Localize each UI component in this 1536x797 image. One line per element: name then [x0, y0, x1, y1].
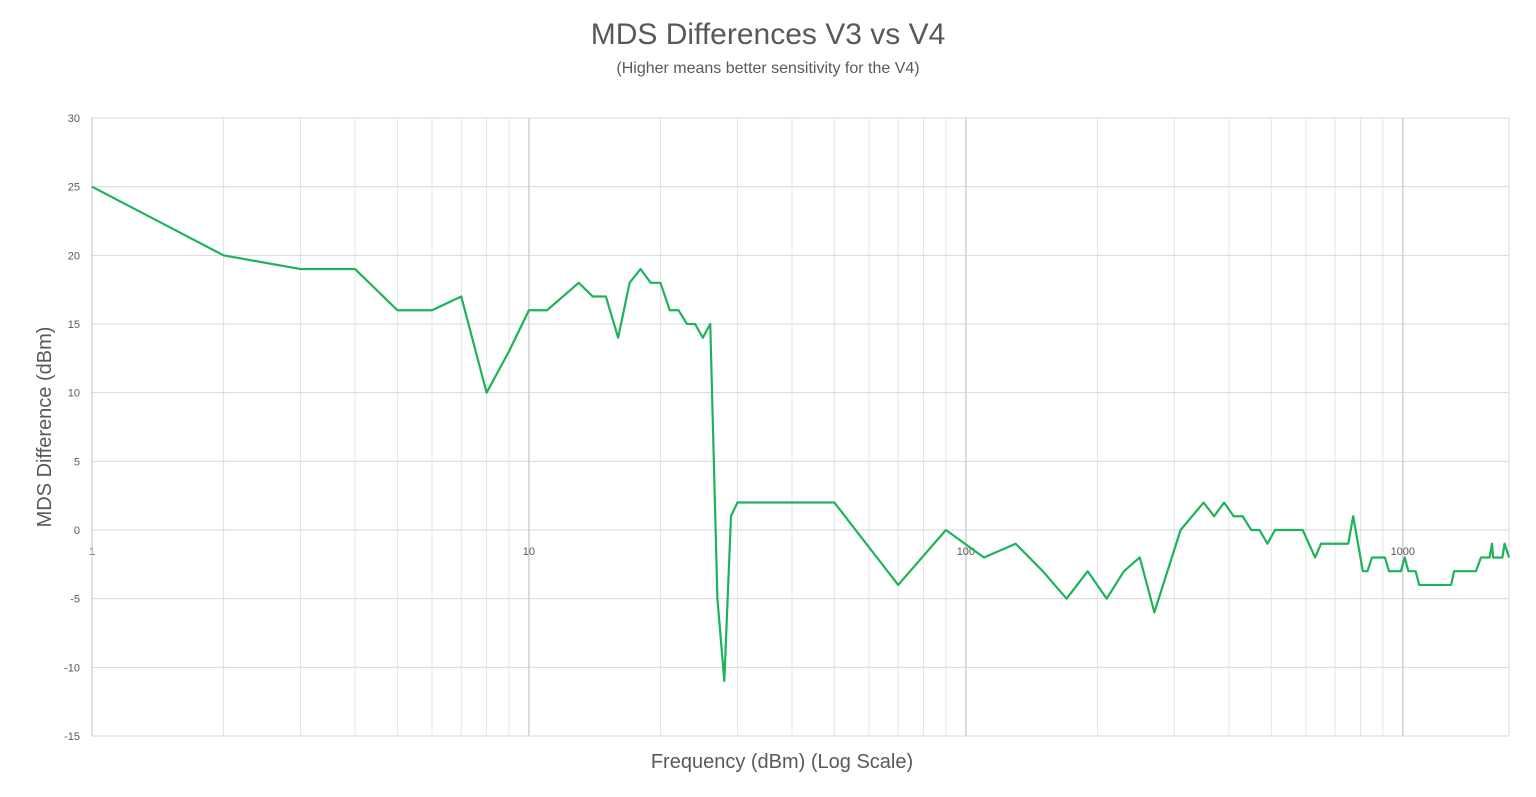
y-tick-label: 5 — [74, 456, 80, 468]
y-tick-label: 25 — [68, 182, 80, 194]
y-tick-label: 20 — [68, 250, 80, 262]
y-axis-label: MDS Difference (dBm) — [34, 327, 56, 528]
y-tick-label: -10 — [64, 662, 80, 674]
chart-title: MDS Differences V3 vs V4 — [591, 18, 946, 51]
x-axis-label: Frequency (dBm) (Log Scale) — [651, 751, 913, 773]
y-tick-label: -15 — [64, 731, 80, 743]
y-tick-label: 0 — [74, 525, 80, 537]
chart-subtitle: (Higher means better sensitivity for the… — [616, 60, 919, 77]
y-tick-label: -5 — [70, 594, 80, 606]
y-tick-label: 10 — [68, 388, 80, 400]
plot-border — [91, 117, 1510, 737]
x-tick-label: 1000 — [1391, 546, 1415, 558]
y-tick-label: 30 — [68, 113, 80, 125]
x-tick-label: 10 — [523, 546, 535, 558]
data-line — [91, 185, 1511, 683]
y-tick-label: 15 — [68, 319, 80, 331]
